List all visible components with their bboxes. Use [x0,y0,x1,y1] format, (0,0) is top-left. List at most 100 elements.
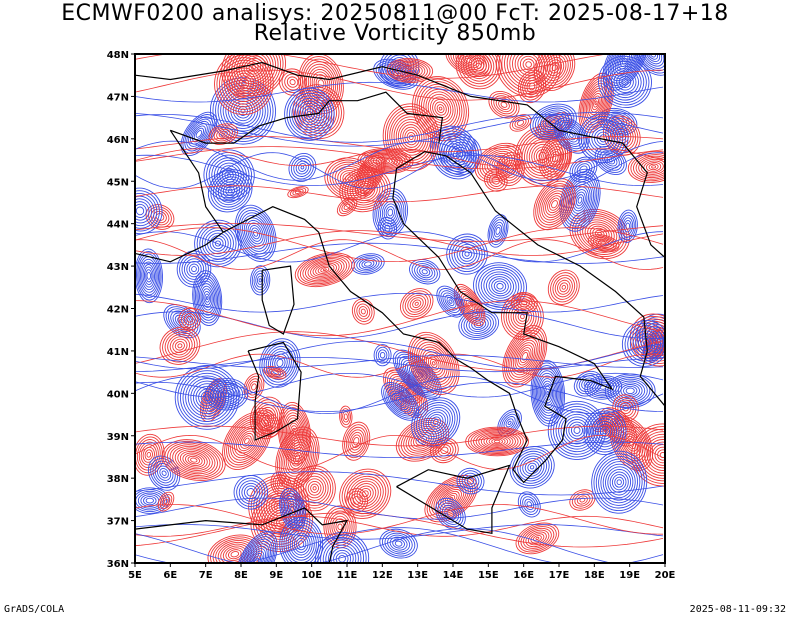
vorticity-cell [411,397,461,447]
lat-tick-label: 39N [107,432,129,443]
lon-tick-label: 13E [407,570,428,581]
vorticity-cell [487,214,509,248]
contour-line [135,300,664,337]
contour-line [135,381,664,412]
contour-line [135,69,664,101]
lon-tick-label: 7E [199,570,213,581]
lat-tick-label: 48N [107,50,129,61]
lat-tick-label: 47N [107,92,129,103]
vorticity-cell [222,411,272,470]
contour-line [135,227,664,262]
vorticity-cell [587,234,620,253]
contour-line [135,230,664,256]
vorticity-cell [430,437,459,464]
map-subtitle: Relative Vorticity 850mb [253,21,537,46]
vorticity-cell [351,298,375,325]
contour-line [135,357,664,373]
coastline [135,61,665,259]
vorticity-cell [221,54,286,99]
lon-tick-label: 12E [372,570,393,581]
vorticity-cell [207,169,253,213]
contour-line [135,354,664,368]
vorticity-cell [483,169,508,192]
map-title: ECMWF0200 analisys: 20250811@00 FcT: 202… [61,1,729,26]
contour-line [135,434,664,470]
lat-tick-label: 46N [107,135,129,146]
lat-tick-label: 38N [107,474,129,485]
vorticity-cell [324,157,377,201]
vorticity-cell [509,446,555,489]
vorticity-contours [135,54,665,563]
vorticity-cell [517,69,547,104]
lat-tick-label: 36N [107,559,129,570]
contour-line [135,148,664,167]
coastline [445,155,665,407]
coastline [223,150,614,484]
vorticity-cell [409,258,441,285]
lat-tick-label: 41N [107,347,129,358]
lon-tick-label: 6E [163,570,177,581]
vorticity-cell [235,531,278,563]
contour-line [135,293,664,313]
vorticity-cell [381,382,420,421]
vorticity-cell [407,331,460,395]
lat-tick-label: 37N [107,517,129,528]
contour-line [135,185,664,203]
contour-line [135,425,664,447]
lat-tick-label: 43N [107,262,129,273]
lon-tick-label: 16E [513,570,534,581]
vorticity-cell [627,150,665,183]
contour-line [135,353,664,378]
lon-tick-label: 17E [549,570,570,581]
vorticity-cell [533,178,576,231]
contour-line [135,140,664,181]
contour-line [135,528,614,563]
vorticity-cell [621,319,665,367]
vorticity-cell [584,375,623,400]
contour-line [135,231,664,263]
software-credit: GrADS/COLA [4,604,65,615]
contour-line [135,152,664,189]
vorticity-cell [591,450,648,514]
lon-tick-label: 19E [619,570,640,581]
contour-line [135,340,664,370]
vorticity-cell [515,522,560,555]
contour-line [135,524,664,540]
vorticity-cell [495,152,525,187]
lon-tick-label: 9E [269,570,283,581]
contour-line [135,146,664,170]
vorticity-cell [602,115,641,156]
contour-line [135,81,664,103]
contour-line [135,471,664,496]
vorticity-cell [529,103,577,140]
lon-tick-label: 15E [478,570,499,581]
coastline [135,507,349,563]
coastlines [135,61,665,563]
contour-line [135,54,611,79]
vorticity-cell [250,265,271,296]
vorticity-cell [178,307,201,331]
vorticity-cell [497,409,522,437]
vorticity-cell [502,325,548,388]
vorticity-cell [284,87,335,141]
lat-tick-label: 42N [107,305,129,316]
vorticity-cell [176,250,212,288]
contour-line [135,497,664,520]
contour-line [135,112,664,147]
coastline [169,129,224,233]
vorticity-cell [547,269,580,305]
contour-line [135,504,664,535]
lon-tick-label: 18E [584,570,605,581]
contour-line [135,239,664,270]
axis-ticks: 5E 6E 7E 8E 9E 10E 11E 12E 13E 14E 15E 16E 17E 18E 19E… [107,50,676,581]
vorticity-cell [517,491,541,518]
vorticity-cell [399,288,434,320]
generation-timestamp: 2025-08-11-09:32 [689,604,786,615]
lon-tick-label: 20E [655,570,676,581]
vorticity-cell [339,405,353,428]
vorticity-cell [275,426,320,490]
vorticity-cell [473,262,527,311]
coastline [135,231,224,263]
lon-tick-label: 5E [128,570,142,581]
